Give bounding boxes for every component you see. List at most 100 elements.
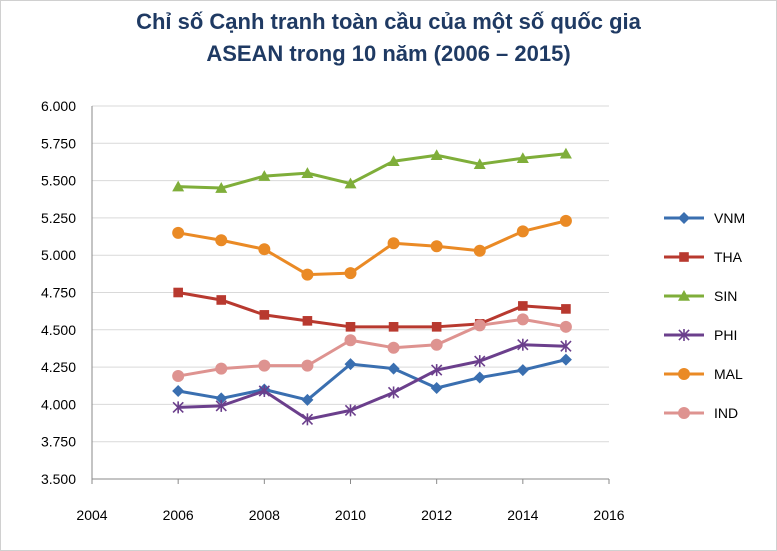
diamond-marker	[387, 362, 400, 375]
diamond-marker	[559, 353, 572, 366]
chart-title-line1: Chỉ số Cạnh tranh toàn cầu của một số qu…	[136, 9, 641, 34]
square-marker	[561, 304, 571, 314]
legend-item-mal: MAL	[664, 366, 743, 382]
legend-label: THA	[714, 249, 743, 265]
diamond-marker	[215, 392, 228, 405]
circle-marker	[258, 243, 271, 256]
series-line	[177, 358, 567, 402]
legend-item-ind: IND	[664, 405, 738, 421]
star-marker	[431, 364, 443, 377]
series-phi	[172, 338, 572, 426]
circle-marker	[301, 359, 314, 372]
legend: VNM THA SIN PHI MAL IND	[664, 210, 745, 421]
circle-marker	[430, 338, 443, 351]
y-tick-label: 3.750	[41, 434, 76, 450]
series-mal	[172, 214, 572, 281]
square-marker	[388, 322, 399, 332]
chart-subtitle: ASEAN trong 10 năm (2006 – 2015)	[206, 41, 571, 66]
legend-label: SIN	[714, 288, 737, 304]
circle-marker	[678, 368, 690, 380]
triangle-marker	[473, 158, 486, 169]
series-line	[178, 343, 566, 421]
chart-title: Chỉ số Cạnh tranh toàn cầu của một số qu…	[0, 6, 777, 70]
legend-item-sin: SIN	[664, 288, 737, 304]
circle-marker	[473, 244, 486, 257]
diamond-marker	[430, 381, 443, 394]
circle-marker	[172, 370, 185, 383]
series-line	[177, 291, 567, 329]
diamond-marker	[172, 384, 185, 397]
y-tick-label: 5.250	[41, 210, 76, 226]
series-layer	[172, 147, 572, 426]
x-tick-label: 2014	[507, 507, 538, 523]
diamond-marker	[678, 212, 690, 224]
triangle-marker	[172, 180, 185, 192]
circle-marker	[258, 359, 271, 372]
triangle-marker	[344, 177, 357, 189]
star-marker	[678, 329, 690, 341]
legend-item-phi: PHI	[664, 327, 737, 343]
y-tick-label: 5.500	[41, 173, 76, 189]
star-marker	[474, 355, 486, 368]
x-tick-label: 2008	[249, 507, 280, 523]
circle-marker	[344, 334, 357, 347]
star-marker	[301, 413, 314, 426]
series-tha	[173, 287, 571, 332]
circle-marker	[678, 407, 690, 419]
star-marker	[258, 384, 270, 397]
star-marker	[215, 399, 227, 412]
y-tick-label: 5.750	[41, 135, 76, 151]
y-tick-label: 5.000	[41, 247, 76, 263]
circle-marker	[473, 319, 486, 332]
square-marker	[216, 295, 227, 305]
x-tick-label: 2016	[593, 507, 624, 523]
circle-marker	[301, 268, 314, 281]
diamond-marker	[473, 371, 486, 384]
triangle-marker	[387, 155, 400, 167]
circle-marker	[559, 214, 572, 227]
y-tick-label: 4.750	[41, 285, 76, 301]
star-marker	[387, 386, 400, 399]
circle-marker	[344, 267, 357, 280]
star-marker	[344, 404, 357, 417]
triangle-marker	[301, 167, 314, 178]
circle-marker	[430, 240, 443, 253]
x-tick-label: 2012	[421, 507, 452, 523]
triangle-marker	[258, 170, 271, 181]
y-tick-label: 4.000	[41, 396, 76, 412]
triangle-marker	[430, 149, 443, 161]
triangle-marker	[215, 182, 228, 193]
legend-label: PHI	[714, 327, 737, 343]
series-line	[178, 152, 567, 190]
series-line	[177, 317, 567, 378]
triangle-marker	[516, 152, 529, 164]
star-marker	[517, 338, 529, 351]
legend-item-tha: THA	[664, 249, 743, 265]
square-marker	[259, 310, 270, 320]
square-marker	[302, 316, 313, 326]
square-marker	[345, 322, 356, 332]
square-marker	[679, 252, 689, 262]
square-marker	[431, 322, 442, 332]
series-ind	[172, 313, 572, 383]
grid-layer	[92, 105, 609, 480]
series-sin	[172, 147, 572, 193]
y-tick-label: 4.500	[41, 322, 76, 338]
circle-marker	[172, 226, 185, 239]
triangle-marker	[559, 147, 572, 159]
legend-label: MAL	[714, 366, 743, 382]
y-tick-label: 6.000	[41, 98, 76, 114]
circle-marker	[387, 341, 400, 354]
circle-marker	[516, 313, 529, 326]
y-tick-label: 3.500	[41, 471, 76, 487]
triangle-marker	[678, 290, 690, 301]
square-marker	[518, 301, 528, 311]
star-marker	[172, 401, 184, 414]
star-marker	[560, 340, 572, 353]
circle-marker	[559, 320, 572, 333]
axis-layer: 3.500 3.750 4.000 4.250 4.500 4.750 5.000 5.250…	[41, 98, 625, 523]
x-tick-label: 2006	[163, 507, 194, 523]
series-line	[177, 219, 567, 277]
circle-marker	[516, 225, 529, 238]
